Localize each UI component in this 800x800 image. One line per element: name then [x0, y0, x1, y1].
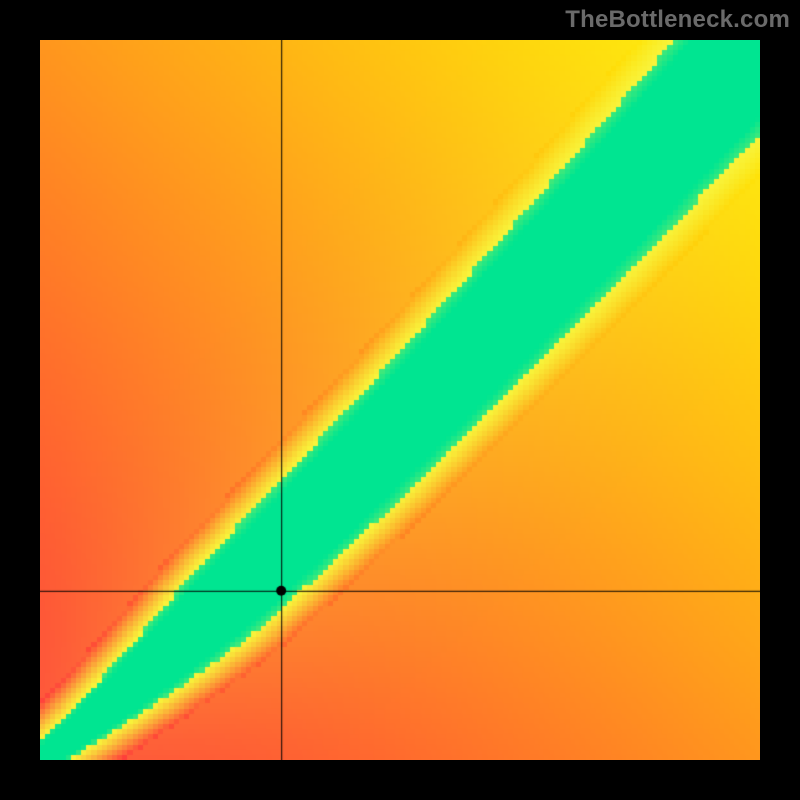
chart-container: TheBottleneck.com	[0, 0, 800, 800]
heatmap-plot	[40, 40, 760, 760]
heatmap-canvas	[40, 40, 760, 760]
watermark-text: TheBottleneck.com	[565, 6, 790, 34]
